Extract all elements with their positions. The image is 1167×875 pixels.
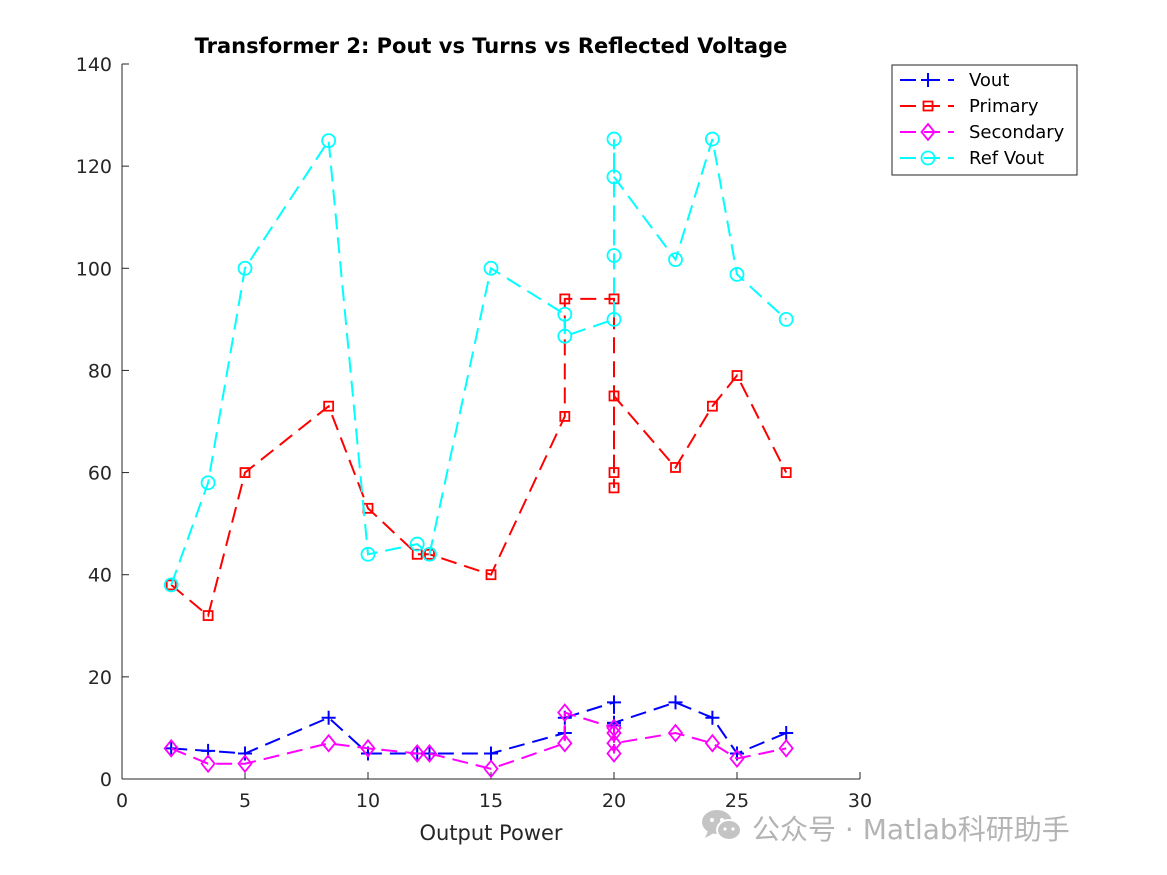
data-point-secondary [667, 723, 684, 743]
data-point-primary [202, 610, 214, 621]
y-tick-label: 40 [88, 565, 112, 587]
legend-marker-ref-vout [920, 150, 936, 166]
data-point-vout [705, 710, 720, 725]
axes: 0 5 10 15 20 25 30 0 20 40 60 80 100 120 140 [76, 54, 872, 812]
data-point-vout [321, 710, 336, 725]
legend-label-ref-vout: Ref Vout [969, 148, 1044, 169]
x-axis-label: Output Power [419, 821, 562, 845]
data-point-secondary [483, 759, 499, 779]
legend-label-secondary: Secondary [969, 122, 1065, 143]
data-point-vout [779, 726, 794, 741]
data-point-ref-vout [483, 260, 499, 276]
data-point-ref-vout [237, 260, 253, 276]
data-point-secondary [200, 754, 216, 774]
data-point-ref-vout [606, 248, 622, 263]
watermark: 公众号 · Matlab科研助手 [700, 808, 1070, 848]
data-point-secondary [421, 744, 438, 763]
data-point-primary [731, 370, 743, 381]
data-point-vout [238, 746, 252, 761]
data-point-primary [780, 467, 792, 478]
series-ref-vout [163, 131, 794, 593]
chart-title: Transformer 2: Pout vs Turns vs Reflecte… [195, 34, 788, 58]
data-point-vout [164, 741, 179, 756]
data-point-secondary [409, 744, 425, 763]
data-point-primary [559, 410, 571, 422]
x-tick-label: 0 [116, 790, 128, 812]
data-point-primary [323, 400, 335, 412]
data-point-ref-vout [668, 252, 683, 268]
plot-area [163, 131, 794, 779]
x-tick-label: 10 [356, 790, 380, 812]
data-point-vout [484, 746, 498, 761]
x-tick-label: 25 [725, 790, 749, 812]
legend-marker-vout [921, 73, 935, 87]
data-point-vout [668, 695, 683, 710]
data-point-primary [608, 390, 620, 402]
y-tick-label: 20 [88, 667, 112, 689]
data-point-primary [707, 400, 718, 412]
x-tick-label: 30 [848, 790, 872, 812]
data-point-primary [239, 467, 251, 478]
series-line-ref-vout [170, 137, 787, 586]
data-point-secondary [360, 738, 376, 758]
series-line-vout [171, 701, 787, 755]
y-tick-label: 80 [88, 360, 112, 382]
x-tick-label: 5 [239, 790, 251, 812]
data-point-primary [670, 462, 681, 473]
data-point-secondary [606, 744, 622, 763]
data-point-ref-vout [606, 131, 622, 147]
data-point-secondary [606, 723, 622, 743]
data-point-secondary [557, 733, 573, 753]
y-tick-label: 60 [88, 463, 112, 485]
legend: Vout Primary Secondary Ref Vout [891, 64, 1078, 176]
data-point-primary [608, 467, 620, 478]
legend-marker-secondary [920, 122, 936, 142]
data-point-primary [485, 569, 497, 581]
data-point-secondary [163, 738, 179, 758]
data-point-secondary [320, 733, 337, 753]
y-tick-label: 120 [76, 156, 112, 178]
y-tick-label: 140 [76, 54, 112, 76]
data-point-ref-vout [163, 577, 179, 593]
data-point-secondary [778, 738, 794, 758]
series-line-primary [170, 297, 788, 618]
data-point-ref-vout [422, 546, 437, 562]
series-vout [164, 695, 794, 761]
data-point-ref-vout [606, 169, 622, 185]
data-point-ref-vout [200, 475, 216, 491]
wechat-icon [700, 807, 744, 849]
legend-box [891, 64, 1078, 176]
data-point-ref-vout [557, 328, 573, 344]
series-secondary [163, 703, 794, 779]
data-point-ref-vout [778, 311, 794, 327]
data-point-secondary [729, 749, 745, 768]
data-point-ref-vout [409, 536, 425, 552]
data-point-ref-vout [606, 311, 622, 327]
data-point-secondary [606, 733, 622, 753]
watermark-text: 公众号 · Matlab科研助手 [752, 813, 1070, 846]
series-line-secondary [170, 711, 787, 770]
data-point-primary [608, 482, 620, 494]
legend-marker-primary [922, 100, 934, 112]
data-point-secondary [557, 703, 573, 723]
x-tick-label: 20 [602, 790, 626, 812]
series-primary [165, 293, 792, 621]
legend-label-primary: Primary [969, 96, 1039, 117]
data-point-ref-vout [321, 133, 337, 149]
data-point-secondary [704, 733, 721, 753]
data-point-primary [559, 293, 571, 305]
data-point-ref-vout [360, 546, 376, 562]
legend-label-vout: Vout [969, 70, 1009, 91]
data-point-ref-vout [729, 267, 745, 282]
y-tick-label: 100 [76, 258, 112, 280]
x-tick-label: 15 [479, 790, 503, 812]
data-point-vout [607, 695, 621, 710]
data-point-secondary [237, 754, 253, 774]
data-point-ref-vout [557, 306, 573, 322]
data-point-primary [165, 579, 177, 591]
data-point-ref-vout [705, 131, 720, 147]
y-tick-label: 0 [100, 769, 112, 791]
